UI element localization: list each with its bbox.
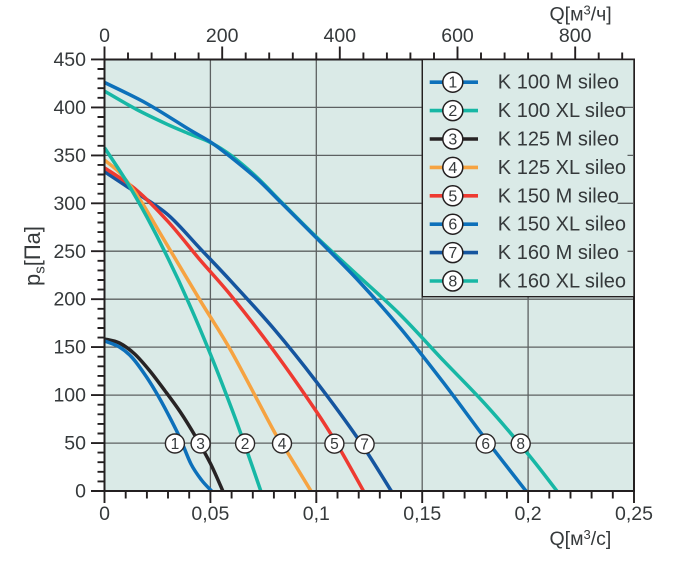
svg-text:K 150 XL sileo: K 150 XL sileo <box>498 214 626 236</box>
svg-text:7: 7 <box>360 437 369 454</box>
svg-text:0,25: 0,25 <box>615 503 653 525</box>
svg-text:K 125 XL sileo: K 125 XL sileo <box>498 157 626 179</box>
svg-text:K 100 XL sileo: K 100 XL sileo <box>498 100 626 122</box>
svg-text:6: 6 <box>448 217 457 234</box>
svg-text:0,05: 0,05 <box>191 503 229 525</box>
svg-text:1: 1 <box>448 75 457 92</box>
svg-text:3: 3 <box>448 132 457 149</box>
svg-text:0: 0 <box>75 481 86 503</box>
svg-text:800: 800 <box>559 25 592 47</box>
svg-text:1: 1 <box>171 436 180 453</box>
svg-text:K 100 M sileo: K 100 M sileo <box>498 72 619 94</box>
svg-text:350: 350 <box>53 145 86 167</box>
svg-text:250: 250 <box>53 241 86 263</box>
svg-text:0: 0 <box>99 25 110 47</box>
svg-text:400: 400 <box>53 97 86 119</box>
svg-text:8: 8 <box>448 274 457 291</box>
svg-text:ps[Па]: ps[Па] <box>20 226 49 286</box>
svg-text:5: 5 <box>448 188 457 205</box>
svg-text:K 160 XL sileo: K 160 XL sileo <box>498 271 626 293</box>
svg-text:K 150 M sileo: K 150 M sileo <box>498 185 619 207</box>
svg-text:7: 7 <box>448 245 457 262</box>
svg-text:0,2: 0,2 <box>515 503 542 525</box>
svg-text:2: 2 <box>241 436 250 453</box>
svg-text:5: 5 <box>330 436 339 453</box>
svg-text:600: 600 <box>441 25 474 47</box>
svg-text:200: 200 <box>206 25 239 47</box>
svg-text:50: 50 <box>64 433 86 455</box>
svg-text:450: 450 <box>53 49 86 71</box>
svg-text:300: 300 <box>53 193 86 215</box>
svg-text:Q[м3/с]: Q[м3/с] <box>550 527 612 550</box>
svg-text:100: 100 <box>53 385 86 407</box>
svg-text:400: 400 <box>324 25 357 47</box>
svg-text:0,1: 0,1 <box>303 503 330 525</box>
svg-text:3: 3 <box>196 436 205 453</box>
svg-text:0: 0 <box>99 503 110 525</box>
svg-text:K 125 M sileo: K 125 M sileo <box>498 129 619 151</box>
svg-text:8: 8 <box>516 436 525 453</box>
svg-text:4: 4 <box>448 160 457 177</box>
svg-text:6: 6 <box>481 436 490 453</box>
svg-text:Q[м3/ч]: Q[м3/ч] <box>550 3 612 26</box>
svg-text:2: 2 <box>448 103 457 120</box>
svg-text:200: 200 <box>53 289 86 311</box>
svg-text:4: 4 <box>278 436 287 453</box>
svg-text:K 160 M sileo: K 160 M sileo <box>498 242 619 264</box>
svg-text:0,15: 0,15 <box>403 503 441 525</box>
svg-text:150: 150 <box>53 337 86 359</box>
